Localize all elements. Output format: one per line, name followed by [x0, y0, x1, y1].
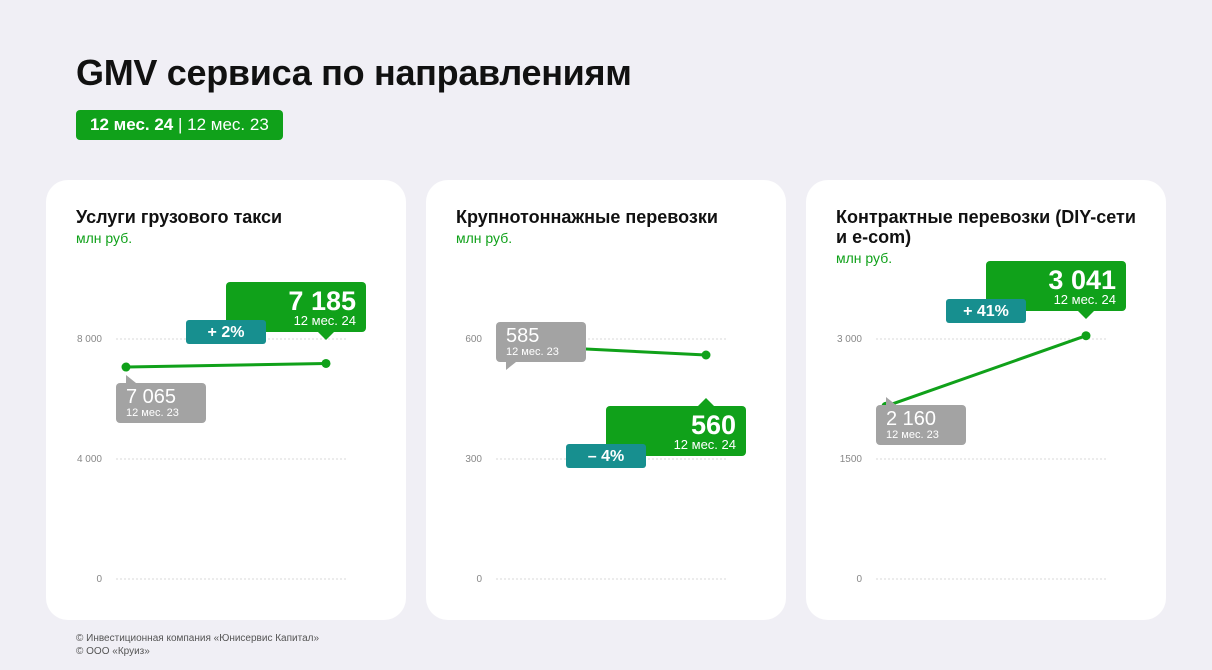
y-tick-label: 0	[856, 574, 862, 585]
y-tick-label: 1500	[840, 454, 863, 465]
curr-period-label: 12 мес. 24	[674, 437, 736, 452]
y-tick-label: 0	[476, 574, 482, 585]
chart-title: Крупнотоннажные перевозки млн руб.	[456, 207, 766, 248]
chart-title-text: Контрактные перевозки (DIY-сети и e-com)	[836, 207, 1136, 247]
chart-title: Услуги грузового такси млн руб.	[76, 207, 386, 248]
prev-value-label: 585	[506, 325, 539, 347]
prev-callout-box	[496, 322, 586, 362]
prev-period-label: 12 мес. 23	[506, 346, 559, 358]
chart-title-text: Крупнотоннажные перевозки	[456, 207, 718, 227]
curr-callout-box	[606, 406, 746, 456]
curr-callout-tip	[698, 398, 714, 406]
change-badge	[566, 444, 646, 468]
data-point-curr	[321, 358, 331, 368]
prev-callout-box	[116, 383, 206, 423]
chart-title-text: Услуги грузового такси	[76, 207, 283, 227]
data-point-curr	[701, 350, 711, 360]
curr-value-label: 3 041	[1048, 265, 1116, 295]
y-tick-label: 4 000	[77, 454, 102, 465]
curr-value-label: 560	[691, 410, 736, 440]
chart-unit: млн руб.	[76, 230, 133, 246]
prev-value-label: 7 065	[126, 386, 176, 408]
chart-unit: млн руб.	[836, 250, 893, 266]
chart-panel-heavy-freight: Крупнотоннажные перевозки млн руб. 0 300 60…	[426, 180, 786, 620]
series-line	[884, 334, 1088, 408]
curr-callout-tip	[1078, 311, 1094, 319]
data-point-prev	[121, 362, 131, 372]
prev-callout-box	[876, 405, 966, 445]
period-separator: |	[177, 115, 183, 134]
curr-period-label: 12 мес. 24	[1054, 292, 1116, 307]
change-badge	[186, 320, 266, 344]
period-current: 12 мес. 24	[90, 115, 174, 134]
chart-title: Контрактные перевозки (DIY-сети и e-com)…	[836, 207, 1146, 268]
change-label: – 4%	[588, 448, 624, 465]
curr-callout-box	[986, 261, 1126, 311]
footer-copyright-2: © ООО «Круиз»	[76, 646, 150, 657]
prev-period-label: 12 мес. 23	[886, 429, 939, 441]
change-label: + 2%	[208, 324, 245, 341]
y-tick-label: 3 000	[837, 334, 862, 345]
prev-period-label: 12 мес. 23	[126, 407, 179, 419]
y-tick-label: 0	[96, 574, 102, 585]
period-previous: 12 мес. 23	[187, 115, 269, 134]
change-label: + 41%	[963, 303, 1009, 320]
chart-panel-cargo-taxi: Услуги грузового такси млн руб. 0 4 000 8 0…	[46, 180, 406, 620]
prev-value-label: 2 160	[886, 408, 936, 430]
series-line	[124, 361, 328, 369]
y-tick-label: 600	[465, 334, 482, 345]
prev-callout-tip	[886, 397, 896, 405]
data-point-curr	[1081, 331, 1091, 341]
curr-callout-tip	[318, 332, 334, 340]
curr-callout-box	[226, 282, 366, 332]
prev-callout-tip	[126, 375, 136, 383]
chart-panel-contract-freight: Контрактные перевозки (DIY-сети и e-com)…	[806, 180, 1166, 620]
chart-unit: млн руб.	[456, 230, 513, 246]
change-badge	[946, 299, 1026, 323]
curr-value-label: 7 185	[288, 286, 356, 316]
footer-copyright-1: © Инвестиционная компания «Юнисервис Кап…	[76, 633, 320, 644]
y-tick-label: 300	[465, 454, 482, 465]
page-title: GMV сервиса по направлениям	[76, 52, 632, 93]
y-tick-label: 8 000	[77, 334, 102, 345]
period-badge: 12 мес. 24 | 12 мес. 23	[76, 110, 283, 140]
curr-period-label: 12 мес. 24	[294, 313, 356, 328]
prev-callout-tip	[506, 362, 516, 370]
